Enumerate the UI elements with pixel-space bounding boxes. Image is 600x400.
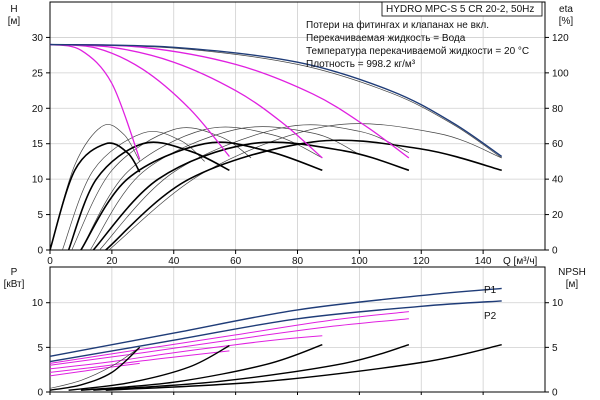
npsh-curve-black	[68, 344, 230, 391]
notes-box	[381, 1, 543, 17]
upper-ticks: 0 20 40 60 80 100 120 140 0 5 10 15 20 25 30 0 20 40 60 80 1…	[32, 33, 569, 267]
lower-grid	[49, 267, 545, 393]
eta-curve-thin	[99, 124, 410, 251]
upper-grid	[49, 2, 545, 251]
y-tick-label-left: 0	[37, 246, 43, 257]
power-curve-pink	[49, 335, 323, 370]
head-curve-pink	[49, 43, 323, 159]
eta-curve-bold	[49, 142, 141, 251]
y-tick-label-left: 30	[32, 33, 44, 44]
y-tick-label-right: 10	[552, 298, 564, 309]
head-curve-blue	[49, 43, 503, 158]
y-tick-label-right: 40	[552, 175, 564, 186]
lower-right-axis-unit: [м]	[566, 279, 579, 290]
eta-curve-thin	[80, 126, 323, 251]
y-tick-label-left: 0	[37, 388, 43, 399]
x-tick-label: 20	[106, 256, 118, 267]
y-tick-label-left: 20	[32, 104, 44, 115]
eta-curve-thin	[89, 126, 360, 251]
y-tick-label-left: 5	[37, 210, 43, 221]
lower-left-axis-label: P	[11, 267, 18, 278]
eta-curve-bold	[67, 141, 230, 251]
upper-series	[49, 43, 503, 251]
note-line: Потери на фитингах и клапанах не вкл.	[306, 19, 489, 31]
y-tick-label-left: 5	[37, 343, 43, 354]
power-curve-pink	[49, 362, 140, 377]
y-tick-label-left: 10	[32, 298, 44, 309]
note-line: Температура перекачиваемой жидкости = 20…	[306, 46, 529, 57]
power-curve-pink	[49, 350, 230, 373]
series-label-p1: P1	[484, 285, 497, 296]
npsh-curve-thin	[49, 347, 140, 389]
eta-curve-thin	[62, 131, 205, 251]
eta-curve-bold	[105, 139, 502, 251]
x-tick-label: 140	[475, 256, 492, 267]
npsh-curve-black	[105, 344, 502, 391]
power-curve-p2	[49, 300, 502, 363]
eta-curve-thin	[71, 127, 252, 251]
note-line: Перекачиваемая жидкость = Вода	[306, 33, 466, 44]
lower-panel: 0 5 10 0 5 10 P [кВт] NPSH [м] P1 P2	[4, 266, 586, 399]
upper-right-axis-unit: [%]	[559, 16, 574, 27]
eta-curve-thin	[108, 123, 502, 251]
y-tick-label-right: 5	[552, 343, 558, 354]
eta-curve-bold	[80, 141, 323, 251]
power-curve-pink	[49, 318, 409, 366]
lower-right-axis-label: NPSH	[558, 267, 586, 278]
eta-curve-bold	[92, 141, 410, 251]
y-tick-label-right: 100	[552, 68, 569, 79]
power-curve-p1	[49, 287, 502, 357]
y-tick-label-right: 80	[552, 104, 564, 115]
y-tick-label-left: 25	[32, 68, 44, 79]
y-tick-label-right: 20	[552, 210, 564, 221]
x-tick-label: 100	[351, 256, 368, 267]
y-tick-label-left: 10	[32, 175, 44, 186]
upper-panel: 0 20 40 60 80 100 120 140 0 5 10 15 20 25 30 0 20 40 60 80 1…	[8, 1, 574, 267]
lower-left-axis-unit: [кВт]	[4, 279, 25, 290]
lower-ticks: 0 5 10 0 5 10	[32, 298, 564, 398]
y-tick-label-right: 60	[552, 139, 564, 150]
upper-left-axis-unit: [м]	[8, 16, 21, 27]
y-tick-label-right: 120	[552, 33, 569, 44]
x-tick-label: 60	[230, 256, 242, 267]
y-tick-label-left: 15	[32, 139, 44, 150]
y-tick-label-right: 0	[552, 388, 558, 399]
npsh-curve-black	[93, 344, 410, 391]
x-tick-label: 40	[168, 256, 180, 267]
x-tick-label: 120	[413, 256, 430, 267]
note-line: Плотность = 998.2 кг/м³	[306, 59, 416, 70]
eta-curve-thin	[49, 124, 141, 251]
x-tick-label: 80	[292, 256, 304, 267]
npsh-curve-black	[80, 344, 323, 391]
upper-right-axis-label: eta	[559, 4, 573, 15]
npsh-curve-black	[49, 346, 141, 391]
x-tick-label: 0	[47, 256, 53, 267]
head-curve-thin	[49, 44, 502, 159]
power-curve-pink	[49, 311, 409, 364]
y-tick-label-right: 0	[552, 246, 558, 257]
head-curve-pink	[49, 43, 141, 160]
upper-left-axis-label: H	[10, 4, 17, 15]
series-label-p2: P2	[484, 311, 497, 322]
x-axis-label: Q [м³/ч]	[503, 256, 538, 267]
lower-series	[49, 287, 502, 391]
model-label: HYDRO MPC-S 5 CR 20-2, 50Hz	[386, 4, 534, 15]
